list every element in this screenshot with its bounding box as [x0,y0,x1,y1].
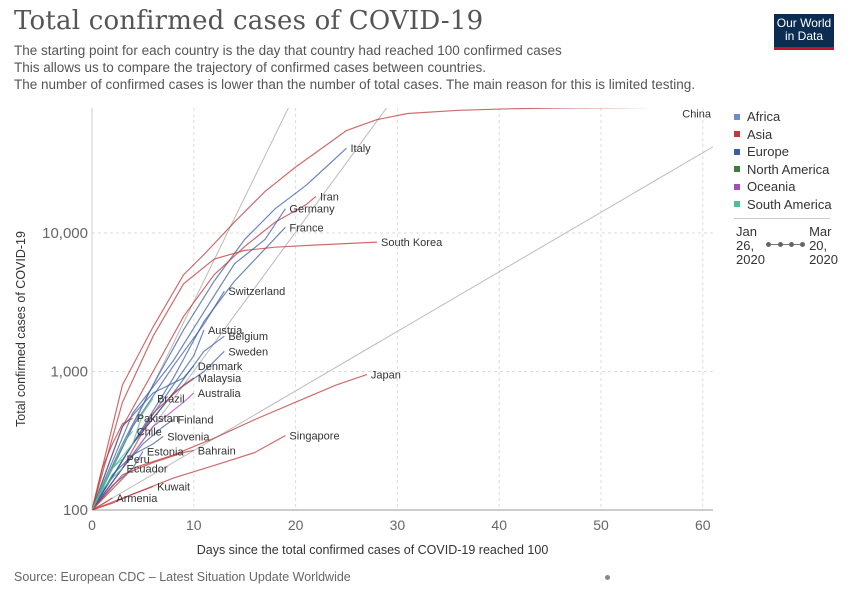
legend-divider [734,218,830,219]
y-tick-label: 10,000 [42,225,88,242]
series-label-malaysia: Malaysia [198,373,242,385]
series-line-iran[interactable] [92,195,317,510]
legend: Africa Asia Europe North America Oceania… [734,108,832,219]
series-line-sweden[interactable] [92,350,225,510]
series-line-bahrain[interactable] [92,449,194,510]
series-line-south-korea[interactable] [92,241,378,510]
timeline-start-handle[interactable] [766,242,771,247]
legend-item-oceania[interactable]: Oceania [734,178,832,196]
timeline-end-label: Mar 20, 2020 [809,224,838,267]
legend-label-africa: Africa [747,109,781,125]
legend-item-asia[interactable]: Asia [734,126,832,144]
y-tick-label: 1,000 [50,364,88,381]
series-label-ecuador: Ecuador [127,463,168,475]
x-tick-label: 50 [593,517,609,533]
source-note: Source: European CDC – Latest Situation … [14,570,351,584]
series-label-kuwait: Kuwait [157,481,190,493]
subtitle-line-3: The number of confirmed cases is lower t… [14,77,696,92]
series-label-china: China [682,108,712,120]
legend-swatch-north-america [734,166,740,173]
legend-swatch-asia [734,131,740,138]
series-label-austria: Austria [208,325,243,337]
series-label-pakistan: Pakistan [137,413,179,425]
series-line-china[interactable] [92,107,713,510]
legend-swatch-south-america [734,201,740,208]
series-label-italy: Italy [351,143,372,155]
chart-subtitle: The starting point for each country is t… [14,42,695,93]
series-line-japan[interactable] [92,374,368,510]
x-tick-label: 40 [491,517,507,533]
footer-dot [605,575,610,580]
x-tick-label: 20 [288,517,304,533]
series-label-brazil: Brazil [157,393,185,405]
y-axis-title: Total confirmed cases of COVID-19 [14,231,28,427]
legend-item-north-america[interactable]: North America [734,161,832,179]
legend-label-south-america: South America [747,196,832,212]
series-label-finland: Finland [177,415,213,427]
series-label-iran: Iran [320,191,339,203]
legend-label-europe: Europe [747,144,789,160]
series-label-denmark: Denmark [198,361,243,373]
reference-line [92,146,714,510]
series-label-bahrain: Bahrain [198,445,236,457]
logo-line-2: in Data [784,29,824,43]
series-label-armenia: Armenia [116,493,158,505]
series-line-germany[interactable] [92,208,286,510]
x-tick-label: 30 [390,517,406,533]
series-line-ecuador[interactable] [92,467,123,510]
timeline-end-handle[interactable] [800,242,805,247]
series-label-sweden: Sweden [228,346,268,358]
legend-label-oceania: Oceania [747,179,796,195]
legend-item-south-america[interactable]: South America [734,196,832,214]
x-tick-label: 60 [695,517,711,533]
series-label-germany: Germany [289,204,335,216]
series-line-pakistan[interactable] [92,417,133,510]
timeline-dot [789,242,794,247]
legend-swatch-oceania [734,183,740,190]
series-line-switzerland[interactable] [92,290,225,510]
legend-item-africa[interactable]: Africa [734,108,832,126]
timeline-slider[interactable]: Jan 26, 2020 Mar 20, 2020 [734,225,844,270]
timeline-track[interactable] [768,244,802,245]
legend-item-europe[interactable]: Europe [734,143,832,161]
timeline-dot [778,242,783,247]
series-line-armenia[interactable] [92,497,113,510]
subtitle-line-2: This allows us to compare the trajectory… [14,60,486,75]
x-axis-title: Days since the total confirmed cases of … [197,543,549,557]
series-line-denmark[interactable] [92,365,195,510]
x-tick-label: 0 [88,517,96,533]
logo-line-1: Our World [776,16,832,30]
owid-logo[interactable]: Our World in Data [774,14,834,50]
series-label-switzerland: Switzerland [228,286,285,298]
series-label-japan: Japan [371,370,401,382]
x-tick-label: 10 [186,517,202,533]
series-label-chile: Chile [137,426,162,438]
subtitle-line-1: The starting point for each country is t… [14,43,562,58]
legend-swatch-europe [734,148,740,155]
legend-label-north-america: North America [747,161,830,177]
series-line-peru[interactable] [92,458,123,510]
series-label-france: France [289,222,323,234]
series-label-belgium: Belgium [228,331,268,343]
series-label-estonia: Estonia [147,446,185,458]
series-label-peru: Peru [127,454,150,466]
series-label-slovenia: Slovenia [167,431,210,443]
series-line-kuwait[interactable] [92,485,154,510]
chart-title: Total confirmed cases of COVID-19 [14,6,484,36]
series-group [92,107,713,511]
series-label-south-korea: South Korea [381,237,443,249]
y-tick-label: 100 [63,502,88,519]
series-line-finland[interactable] [92,419,174,511]
series-label-singapore: Singapore [289,431,339,443]
series-label-australia: Australia [198,388,242,400]
legend-swatch-africa [734,113,740,120]
timeline-start-label: Jan 26, 2020 [736,224,765,267]
legend-label-asia: Asia [747,126,773,142]
